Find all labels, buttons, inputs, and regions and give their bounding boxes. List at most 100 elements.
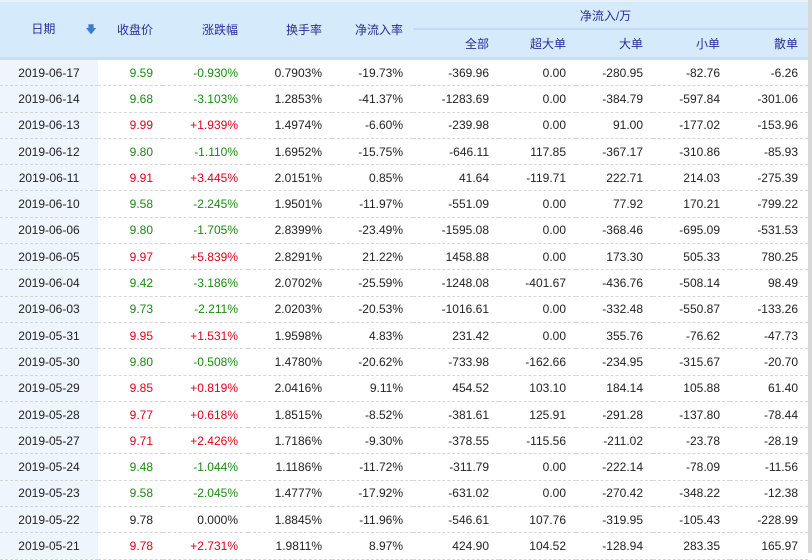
cell-change: -1.705% [163,217,248,245]
cell-super: 0.00 [499,190,576,218]
cell-all: 41.64 [413,164,499,192]
table-row: 2019-05-23 9.58 -2.045% 1.4777% -17.92% -631.… [0,480,809,508]
cell-all: -1248.08 [413,269,499,297]
cell-retail: 98.49 [730,269,809,297]
cell-all: 454.52 [413,375,499,402]
table-row: 2019-05-31 9.95 +1.531% 1.9598% 4.83% 231.42 0… [0,322,809,350]
cell-large: -280.95 [576,58,653,87]
cell-super: 0.00 [499,322,576,350]
cell-date: 2019-05-23 [0,480,98,508]
cell-all: -1595.08 [413,217,499,245]
cell-change: +0.618% [163,401,248,429]
cell-large: -234.95 [576,348,653,376]
cell-small: -177.02 [653,112,730,139]
cell-all: -733.98 [413,348,499,376]
header-change[interactable]: 涨跌幅 [163,0,248,59]
cell-turnover: 1.4777% [248,480,332,508]
cell-net-rate: -9.30% [332,427,413,455]
cell-super: 0.00 [499,217,576,245]
cell-all: -369.96 [413,58,499,87]
cell-all: -378.55 [413,427,499,455]
cell-retail: 165.97 [730,532,809,560]
cell-large: -270.42 [576,480,653,508]
cell-turnover: 1.4780% [248,348,332,376]
table-row: 2019-06-14 9.68 -3.103% 1.2853% -41.37% -1283… [0,85,809,113]
cell-large: -222.14 [576,453,653,481]
header-net-group: 净流入/万 [413,0,809,30]
cell-turnover: 1.1186% [248,453,332,481]
cell-large: -367.17 [576,138,653,166]
cell-date: 2019-05-24 [0,453,98,481]
table-row: 2019-06-11 9.91 +3.445% 2.0151% 0.85% 41.64 -1… [0,164,809,192]
cell-turnover: 1.9501% [248,190,332,218]
cell-all: -1016.61 [413,296,499,323]
cell-date: 2019-06-05 [0,243,98,271]
cell-large: 77.92 [576,190,653,218]
cell-net-rate: 21.22% [332,243,413,271]
cell-turnover: 0.7903% [248,58,332,87]
cell-retail: -6.26 [730,58,809,87]
cell-net-rate: 9.11% [332,375,413,402]
cell-large: -436.76 [576,269,653,297]
cell-turnover: 2.0203% [248,296,332,323]
cell-all: -646.11 [413,138,499,166]
arrow-down-icon[interactable]: 🡇 [85,23,97,36]
cell-date: 2019-06-06 [0,217,98,245]
table-row: 2019-06-17 9.59 -0.930% 0.7903% -19.73% -369.… [0,58,809,87]
cell-change: +2.426% [163,427,248,455]
cell-close: 9.59 [98,58,163,87]
cell-change: -2.211% [163,296,248,323]
cell-super: 0.00 [499,296,576,323]
table-row: 2019-05-29 9.85 +0.819% 2.0416% 9.11% 454.52 1… [0,375,809,402]
header-small[interactable]: 小单 [653,29,730,59]
cell-change: +5.839% [163,243,248,271]
cell-super: 125.91 [499,401,576,429]
header-retail[interactable]: 散单 [730,29,809,59]
header-turnover[interactable]: 换手率 [248,0,332,59]
cell-net-rate: -8.52% [332,401,413,429]
cell-date: 2019-05-28 [0,401,98,429]
cell-close: 9.78 [98,506,163,534]
cell-large: 355.76 [576,322,653,350]
header-super[interactable]: 超大单 [499,29,576,59]
table-row: 2019-06-03 9.73 -2.211% 2.0203% -20.53% -1016… [0,296,809,323]
header-close[interactable]: 收盘价 [98,0,163,59]
cell-close: 9.95 [98,322,163,350]
cell-super: -119.71 [499,164,576,192]
cell-large: -211.02 [576,427,653,455]
cell-close: 9.80 [98,348,163,376]
header-all[interactable]: 全部 [413,29,499,59]
cell-close: 9.91 [98,164,163,192]
cell-close: 9.42 [98,269,163,297]
cell-retail: -47.73 [730,322,809,350]
cell-small: 105.88 [653,375,730,402]
cell-turnover: 1.2853% [248,85,332,113]
cell-net-rate: 0.85% [332,164,413,192]
cell-retail: -11.56 [730,453,809,481]
cell-date: 2019-05-22 [0,506,98,534]
table-row: 2019-06-10 9.58 -2.245% 1.9501% -11.97% -551.… [0,190,809,218]
header-large[interactable]: 大单 [576,29,653,59]
cell-retail: 780.25 [730,243,809,271]
cell-change: -2.245% [163,190,248,218]
header-net-rate[interactable]: 净流入率 [332,0,413,59]
cell-turnover: 1.8515% [248,401,332,429]
cell-small: -76.62 [653,322,730,350]
table-row: 2019-05-24 9.48 -1.044% 1.1186% -11.72% -311.… [0,453,809,481]
cell-change: -0.508% [163,348,248,376]
cell-super: -401.67 [499,269,576,297]
cell-date: 2019-06-13 [0,112,98,139]
cell-small: -508.14 [653,269,730,297]
cell-close: 9.77 [98,401,163,429]
cell-change: -1.110% [163,138,248,166]
header-date[interactable]: 日期 🡇 [0,0,98,59]
cell-turnover: 1.4974% [248,112,332,139]
cell-close: 9.97 [98,243,163,271]
cell-super: -162.66 [499,348,576,376]
cell-large: -368.46 [576,217,653,245]
cell-change: +2.731% [163,532,248,560]
cell-retail: -28.19 [730,427,809,455]
cell-retail: -153.96 [730,112,809,139]
